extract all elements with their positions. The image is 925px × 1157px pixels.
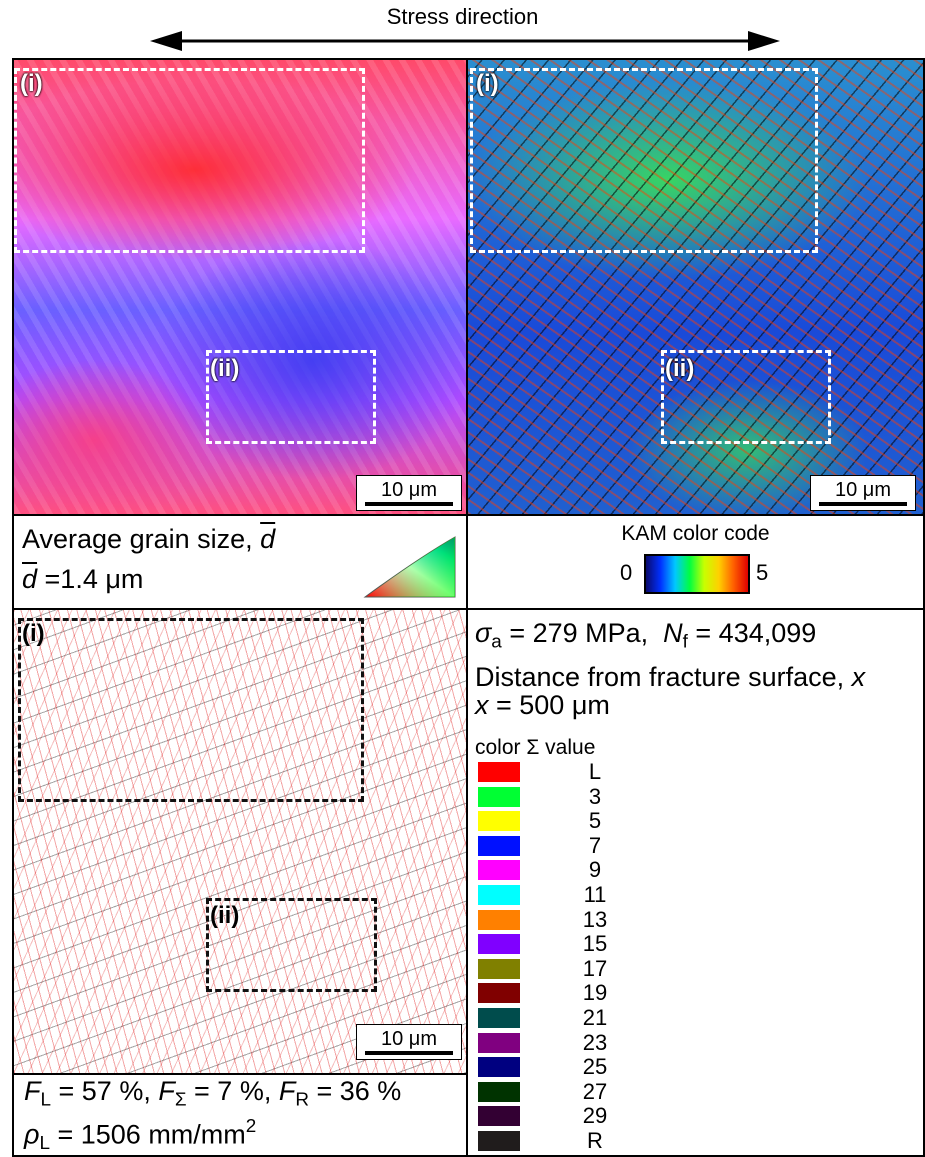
scale-bar: 10 μm (356, 475, 462, 511)
region-label: (ii) (210, 355, 239, 383)
legend-swatch (478, 1131, 520, 1151)
text-line: x = 500 μm (475, 690, 610, 721)
text-segment: R (295, 1090, 309, 1111)
text-line: Distance from fracture surface, x (475, 662, 865, 693)
ipf-triangle (360, 532, 460, 602)
text-segment: d (260, 524, 275, 554)
kam-bar (644, 554, 750, 594)
text-segment: F (279, 1076, 296, 1106)
legend-label: 7 (580, 833, 610, 859)
legend-swatch (478, 1033, 520, 1053)
legend-label: 3 (580, 784, 610, 810)
text-segment: = 36 % (309, 1076, 401, 1106)
text-line: d =1.4 μm (22, 564, 143, 595)
text-segment: ρ (24, 1119, 39, 1149)
region-box (14, 68, 365, 253)
text-line: FL = 57 %, FΣ = 7 %, FR = 36 % (24, 1076, 401, 1112)
text-segment: = 434,099 (688, 618, 816, 648)
kam-title: KAM color code (468, 522, 923, 546)
region-label: (ii) (210, 902, 239, 930)
kam-max: 5 (756, 560, 768, 586)
text-segment: L (39, 1133, 50, 1154)
text-segment: Average grain size, (22, 524, 260, 554)
legend-swatch (478, 836, 520, 856)
text-segment: x (475, 690, 489, 720)
text-segment: N (663, 618, 683, 648)
region-box (470, 68, 818, 253)
legend-swatch (478, 885, 520, 905)
stress-arrow (0, 28, 925, 54)
scale-bar-line (819, 502, 907, 506)
stress-title: Stress direction (0, 4, 925, 30)
legend-swatch (478, 959, 520, 979)
legend-swatch (478, 762, 520, 782)
legend-label: 5 (580, 808, 610, 834)
legend-label: 17 (580, 956, 610, 982)
text-segment: d (22, 564, 37, 594)
kam-min: 0 (620, 560, 632, 586)
scale-bar-line (365, 502, 453, 506)
text-segment: = 57 %, (51, 1076, 158, 1106)
text-segment: =1.4 μm (37, 564, 143, 594)
text-segment: = 500 μm (489, 690, 610, 720)
legend-swatch (478, 1057, 520, 1077)
legend-title: color Σ value (475, 736, 595, 760)
text-line: σa = 279 MPa, Nf = 434,099 (475, 618, 816, 654)
text-segment: σ (475, 618, 491, 648)
legend-label: 23 (580, 1030, 610, 1056)
region-label: (ii) (665, 355, 694, 383)
region-box (18, 618, 364, 802)
text-segment: Distance from fracture surface, (475, 662, 852, 692)
region-label: (i) (20, 70, 43, 98)
region-label: (i) (22, 620, 45, 648)
text-segment: F (24, 1076, 41, 1106)
region-label: (i) (476, 70, 499, 98)
scale-bar-text: 10 μm (811, 476, 915, 504)
legend-label: L (580, 759, 610, 785)
scale-bar: 10 μm (356, 1024, 462, 1060)
text-segment: 2 (246, 1116, 257, 1137)
divider (12, 1073, 467, 1075)
text-segment: = 279 MPa, (502, 618, 663, 648)
legend-label: R (580, 1128, 610, 1154)
text-line: Average grain size, d (22, 524, 275, 555)
divider (12, 514, 925, 516)
text-segment: = 1506 mm/mm (50, 1119, 246, 1149)
legend-swatch (478, 787, 520, 807)
text-segment: a (491, 632, 502, 653)
legend-swatch (478, 860, 520, 880)
legend-label: 19 (580, 980, 610, 1006)
legend-label: 11 (580, 882, 610, 908)
legend-label: 13 (580, 907, 610, 933)
text-line: ρL = 1506 mm/mm2 (24, 1116, 256, 1155)
legend-swatch (478, 811, 520, 831)
scale-bar-line (365, 1051, 453, 1055)
text-segment: F (158, 1076, 175, 1106)
legend-label: 27 (580, 1079, 610, 1105)
text-segment: x (852, 662, 866, 692)
legend-label: 25 (580, 1054, 610, 1080)
legend-label: 15 (580, 931, 610, 957)
text-segment: Σ (175, 1090, 187, 1111)
text-segment: = 7 %, (187, 1076, 279, 1106)
legend-swatch (478, 983, 520, 1003)
legend-label: 9 (580, 857, 610, 883)
text-segment: L (41, 1090, 52, 1111)
scale-bar: 10 μm (810, 475, 916, 511)
figure: Stress direction (i) (ii) 10 μm (i) (ii) 10 μ… (0, 0, 925, 1157)
legend-swatch (478, 1008, 520, 1028)
legend-label: 21 (580, 1005, 610, 1031)
legend-swatch (478, 934, 520, 954)
scale-bar-text: 10 μm (357, 476, 461, 504)
legend-swatch (478, 1082, 520, 1102)
legend-swatch (478, 910, 520, 930)
scale-bar-text: 10 μm (357, 1025, 461, 1053)
legend-label: 29 (580, 1103, 610, 1129)
legend-swatch (478, 1106, 520, 1126)
